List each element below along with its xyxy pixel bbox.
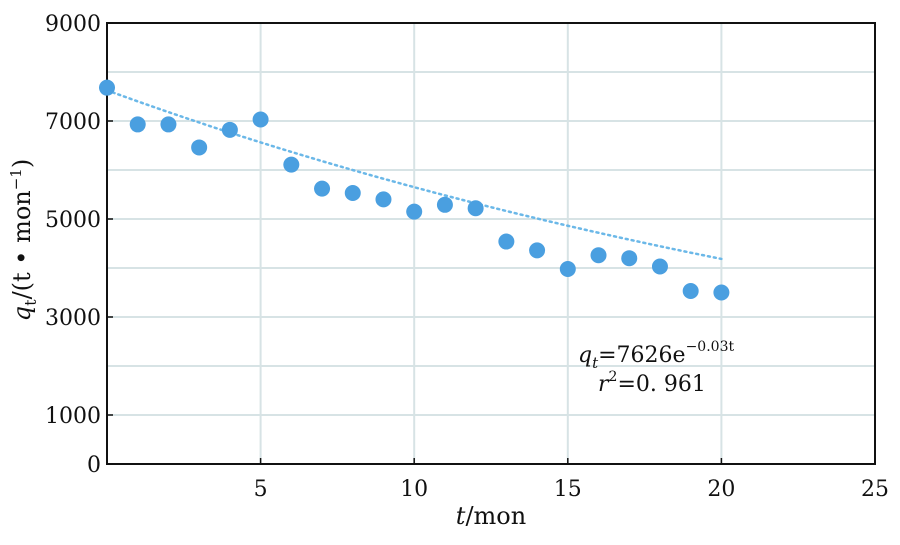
eq-lhs-sub: t	[592, 354, 599, 372]
x-axis-unit: /mon	[465, 502, 526, 530]
trend-line	[105, 89, 723, 261]
data-point	[221, 121, 238, 138]
y-tick-label: 1000	[45, 404, 101, 429]
data-point	[651, 258, 668, 275]
axis-ticks: 5 10 15 20 25 0 1000 3000 5000 7000 9000	[45, 12, 889, 502]
y-axis-unit-sup: −1	[7, 168, 25, 190]
grid-lines	[107, 23, 875, 464]
r-squared: r2=0. 961	[598, 369, 706, 397]
y-tick-label: 5000	[45, 208, 101, 233]
y-axis-sub: t	[21, 299, 40, 306]
eq-lhs: q	[578, 343, 592, 368]
data-point	[252, 111, 269, 128]
x-tick-label: 20	[707, 477, 735, 502]
data-point	[314, 180, 331, 197]
data-point	[682, 283, 699, 300]
y-axis-unit-close: )	[8, 159, 36, 168]
y-tick-label: 7000	[45, 110, 101, 135]
data-point	[160, 116, 177, 133]
data-point	[129, 116, 146, 133]
data-point	[498, 233, 515, 250]
x-tick-label: 10	[400, 477, 428, 502]
y-tick-label: 0	[87, 453, 101, 478]
x-axis-title: t/mon	[456, 502, 526, 530]
x-tick-label: 25	[861, 477, 889, 502]
data-point	[436, 196, 453, 213]
y-axis-unit: /(t • mon	[8, 190, 36, 299]
r2-value: =0. 961	[617, 372, 705, 397]
y-tick-label: 9000	[45, 12, 101, 37]
y-tick-label: 3000	[45, 306, 101, 331]
eq-rhs: =7626e	[598, 343, 685, 368]
data-point	[529, 242, 546, 259]
x-axis-var: t	[456, 502, 466, 530]
r2-sup: 2	[609, 369, 618, 385]
data-point	[590, 247, 607, 264]
data-point	[375, 191, 392, 208]
data-point	[283, 156, 300, 173]
y-axis-var: q	[8, 306, 36, 321]
x-tick-label: 15	[554, 477, 582, 502]
plot-frame	[106, 22, 876, 465]
data-point	[713, 284, 730, 301]
data-point	[191, 139, 208, 156]
data-point	[99, 79, 115, 96]
trend-equation: qt=7626e−0.03t	[578, 339, 734, 372]
y-axis-title: qt/(t • mon−1)	[7, 159, 40, 321]
data-point	[344, 185, 361, 202]
data-point	[406, 203, 423, 220]
r2-lhs: r	[598, 372, 610, 397]
x-tick-label: 5	[254, 477, 268, 502]
data-points	[99, 79, 730, 301]
data-point	[621, 250, 638, 267]
eq-exponent: −0.03t	[686, 339, 735, 355]
data-point	[559, 260, 576, 277]
data-point	[467, 200, 484, 217]
